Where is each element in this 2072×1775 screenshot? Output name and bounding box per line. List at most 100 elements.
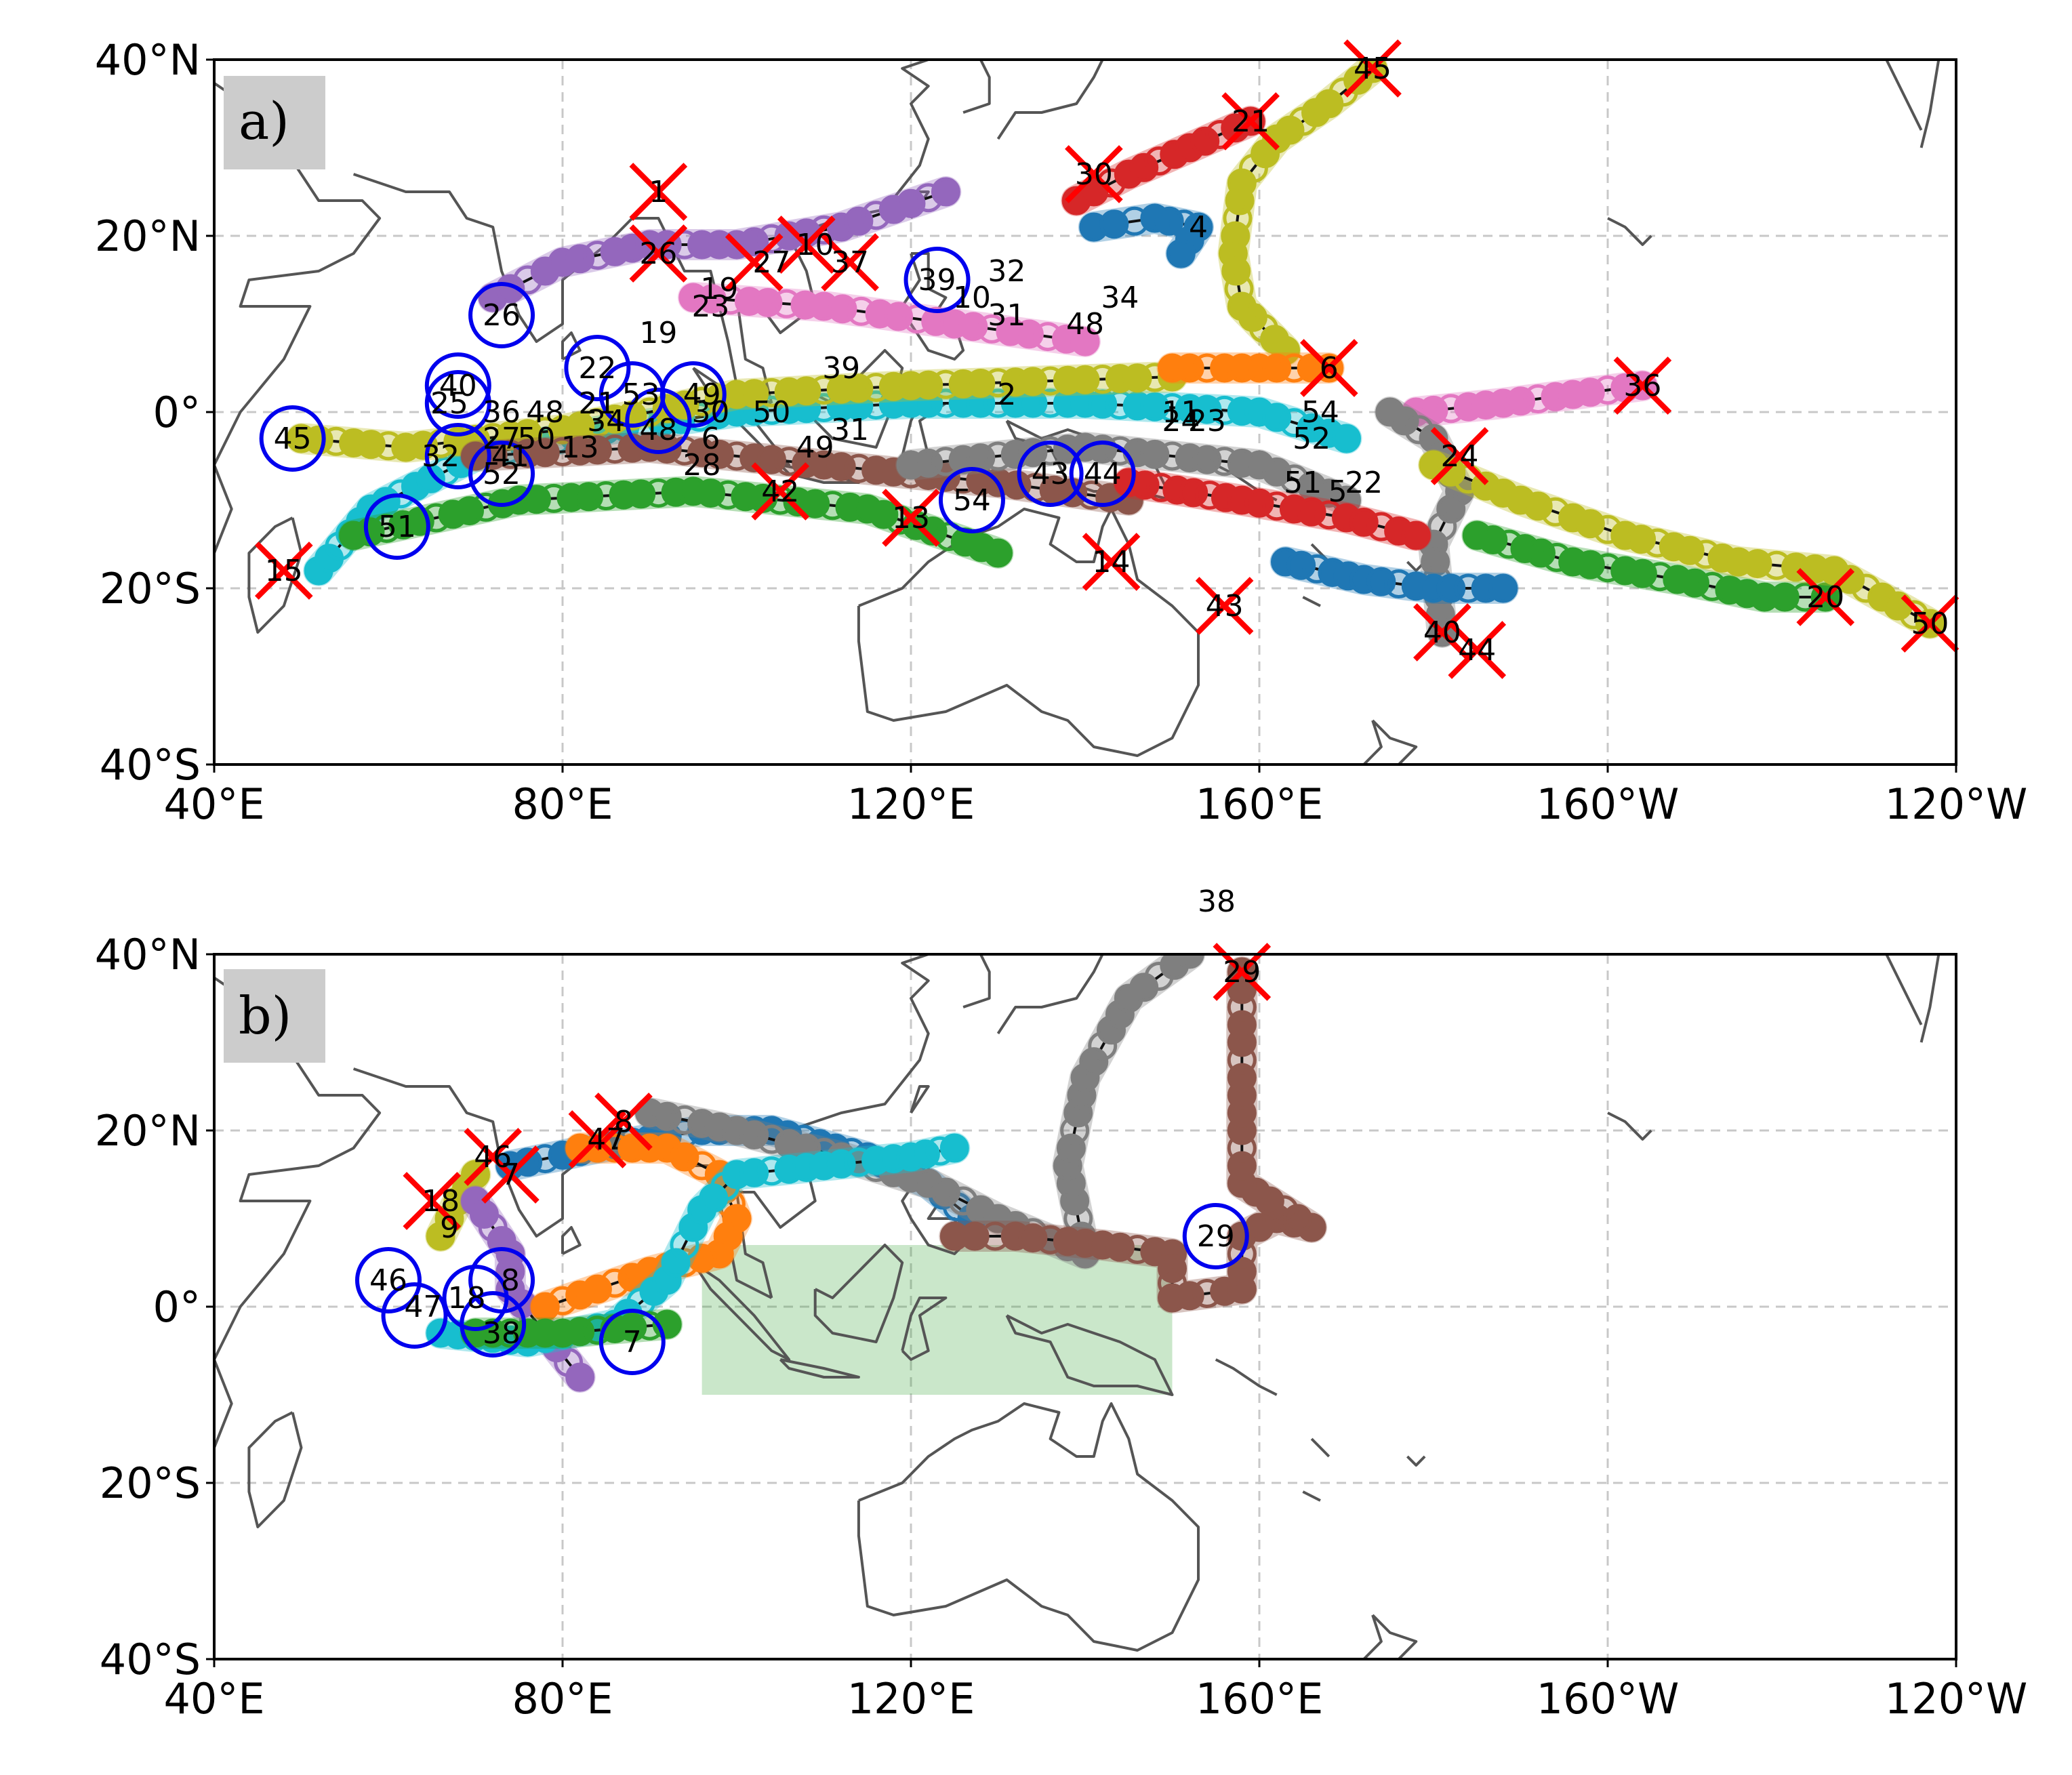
track-id-label: 48 xyxy=(1066,307,1104,342)
track-id-label: 50 xyxy=(1911,607,1949,641)
coastline xyxy=(962,60,991,114)
track-point xyxy=(1262,457,1292,487)
track-point xyxy=(565,1280,595,1310)
track-id-label: 18 xyxy=(422,1184,460,1219)
coastline xyxy=(1127,763,1156,764)
track-point xyxy=(565,244,595,274)
track-point xyxy=(960,1221,990,1251)
track-id-label: 50 xyxy=(517,422,555,456)
track-point xyxy=(1238,302,1267,332)
track-point xyxy=(1244,488,1274,518)
track-id-label: 47 xyxy=(404,1290,442,1324)
track-id-label: 23 xyxy=(691,289,729,324)
decay-cross-stroke xyxy=(481,1145,540,1204)
y-tick-label: 20°N xyxy=(95,1106,201,1156)
y-tick-label: 40°N xyxy=(95,930,201,979)
decay-cross-stroke xyxy=(629,163,688,221)
x-tick-label: 160°W xyxy=(1537,779,1680,829)
track-id-label: 7 xyxy=(501,1158,520,1192)
track-id-label: 45 xyxy=(274,422,312,456)
decay-cross-icon xyxy=(594,1093,653,1151)
track-point xyxy=(1770,582,1800,612)
track-id-label: 52 xyxy=(483,457,521,491)
decay-cross-icon xyxy=(1343,39,1402,98)
track-id-label: 34 xyxy=(1101,281,1139,315)
y-tick-label: 40°S xyxy=(100,1635,201,1684)
decay-cross-stroke xyxy=(725,233,784,291)
decay-cross-icon xyxy=(882,489,940,547)
decay-cross-icon xyxy=(629,224,688,283)
track-point xyxy=(844,206,874,236)
coastline xyxy=(1406,1455,1426,1467)
track-id-label: 40 xyxy=(1423,615,1461,650)
coastline xyxy=(214,81,382,764)
track-id-label: 30 xyxy=(1075,157,1113,192)
track-id-label: 36 xyxy=(483,395,521,430)
decay-cross-stroke xyxy=(594,1093,653,1151)
track-id-label: 7 xyxy=(623,1325,642,1360)
decay-cross-icon xyxy=(1299,339,1358,397)
genesis-circle xyxy=(1017,441,1084,507)
x-tick-label: 80°E xyxy=(512,1674,613,1723)
track-id-label: 49 xyxy=(796,430,834,465)
tick-labels-a: 40°E 80°E 120°E 160°E 160°W 120°W 40°N 20°N 0° 20… xyxy=(95,35,2028,829)
track-id-label: 41 xyxy=(491,439,529,474)
panel-label-b: b) xyxy=(239,985,291,1046)
y-tick-label: 20°N xyxy=(95,211,201,261)
track-id-label: 21 xyxy=(1232,104,1269,139)
track-point xyxy=(1675,535,1705,565)
decay-cross-icon xyxy=(1082,533,1141,591)
x-tick-label: 160°E xyxy=(1196,779,1324,829)
genesis-circle xyxy=(598,1309,666,1375)
track-id-label: 23 xyxy=(1188,404,1226,438)
genesis-circle xyxy=(468,441,535,507)
genesis-circle xyxy=(625,388,692,454)
track-id-label: 44 xyxy=(1458,633,1496,668)
decay-markers-a xyxy=(254,39,1959,679)
track-id-label: 13 xyxy=(892,501,930,535)
track-id-label: 40 xyxy=(439,369,477,403)
y-tick-label: 20°S xyxy=(100,1458,201,1508)
decay-cross-icon xyxy=(777,216,836,274)
track-point xyxy=(896,188,926,218)
decay-cross-stroke xyxy=(254,542,313,600)
decay-cross-icon xyxy=(568,1110,627,1168)
track-id-label: 15 xyxy=(265,554,303,588)
x-tick-label: 120°W xyxy=(1885,1674,2028,1723)
track-point xyxy=(1079,1047,1109,1077)
coastline xyxy=(1885,60,1923,131)
decay-cross-stroke xyxy=(821,233,879,291)
track-point xyxy=(1478,525,1508,554)
track-point xyxy=(1262,403,1292,432)
genesis-circle xyxy=(938,467,1005,533)
decay-cross-icon xyxy=(821,233,879,291)
panel-b-top-label: 38 xyxy=(1198,884,1236,919)
coastline xyxy=(1215,1358,1278,1396)
track-id-label: 51 xyxy=(1284,466,1322,500)
track-id-label: 19 xyxy=(700,272,738,306)
decay-cross-icon xyxy=(403,1172,462,1230)
track-point xyxy=(1526,538,1556,568)
gridlines-b xyxy=(214,954,1956,1659)
decay-cross-icon xyxy=(1796,568,1855,626)
decay-cross-icon xyxy=(1613,356,1672,415)
genesis-markers-a xyxy=(259,247,1136,560)
track-point xyxy=(1079,177,1109,207)
coastline xyxy=(901,1297,948,1361)
coastline xyxy=(692,1261,791,1361)
coastline xyxy=(1607,1111,1652,1141)
decay-cross-stroke xyxy=(1796,568,1855,626)
track-id-label: 49 xyxy=(683,378,721,412)
genesis-circle xyxy=(460,1291,527,1358)
y-tick-label: 0° xyxy=(153,388,201,437)
genesis-circle xyxy=(381,1282,448,1349)
genesis-circle xyxy=(424,352,491,419)
decay-cross-stroke xyxy=(1065,145,1123,203)
track-point xyxy=(1401,521,1431,550)
track-point xyxy=(1129,152,1159,182)
region-box xyxy=(702,1245,1173,1395)
coastline xyxy=(813,1244,904,1343)
coastline xyxy=(1302,596,1321,607)
track-id-label: 37 xyxy=(831,245,869,280)
